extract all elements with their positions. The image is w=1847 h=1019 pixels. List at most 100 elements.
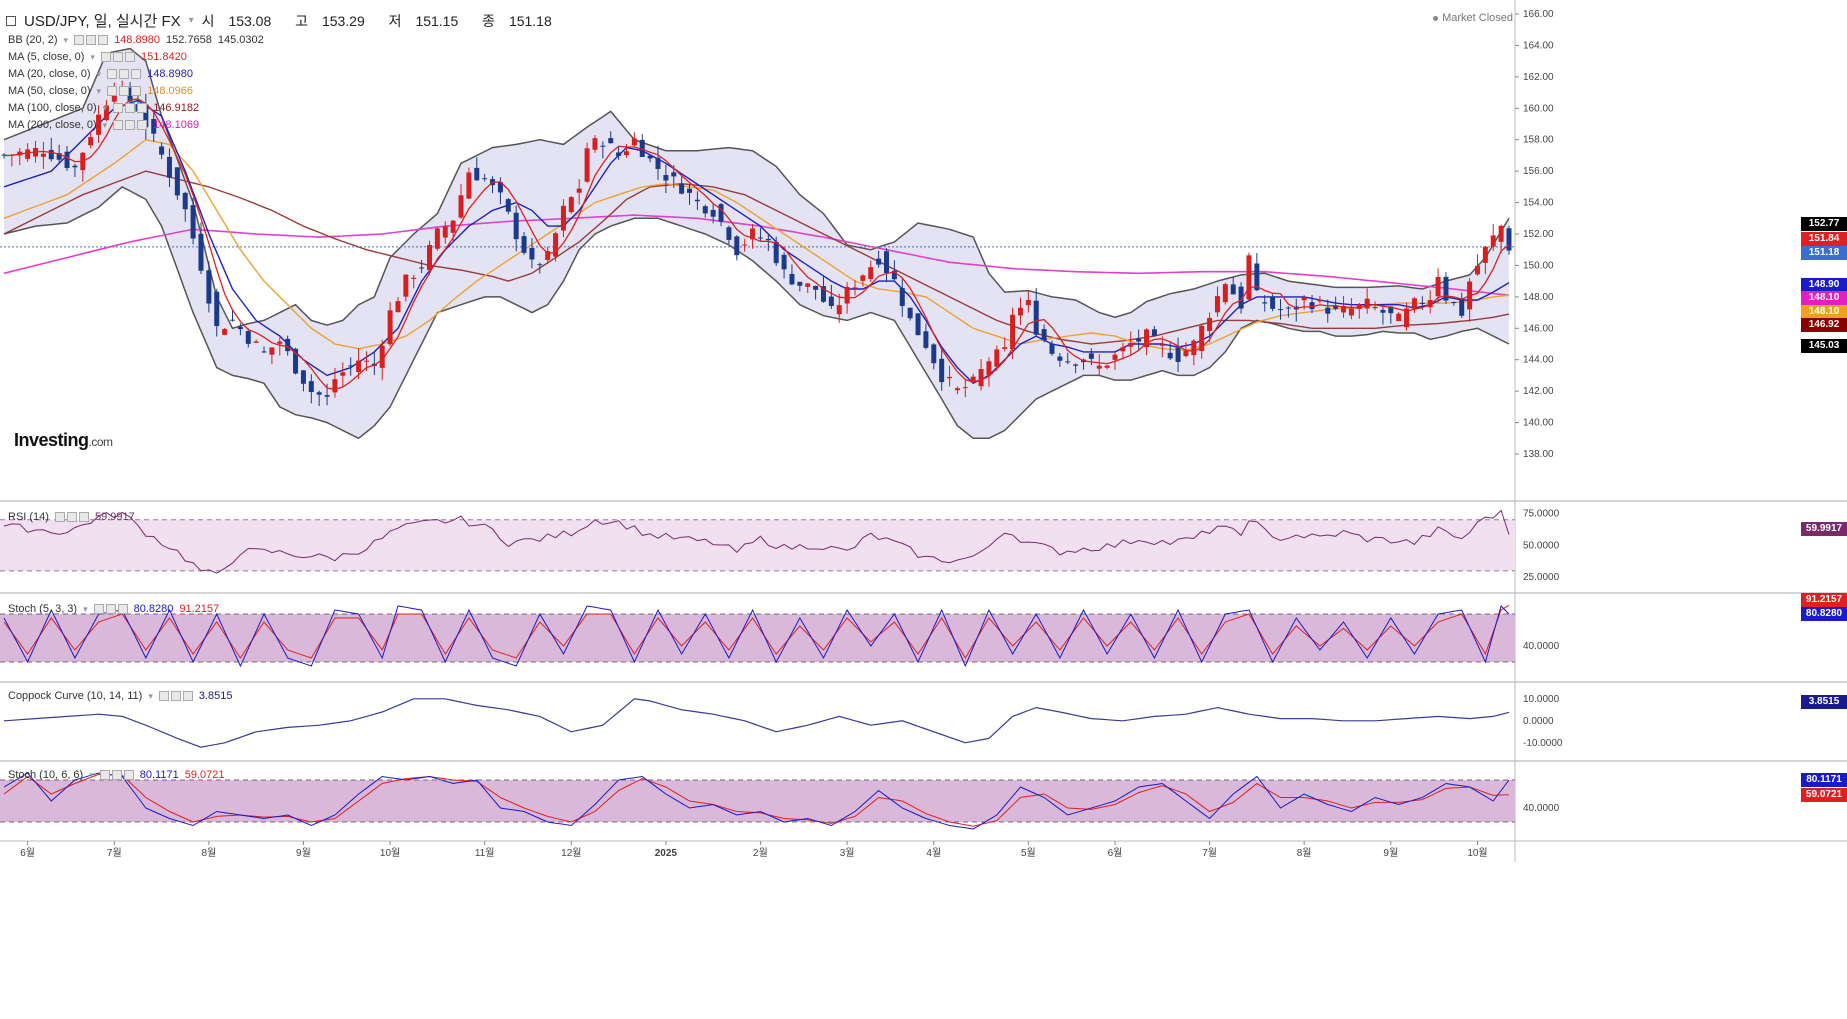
candle-body xyxy=(56,153,62,160)
legend-ma5[interactable]: MA (5, close, 0) ▾ 151.8420 xyxy=(8,51,187,63)
candle-body xyxy=(1404,308,1410,328)
rsi-axis-label: 75.0000 xyxy=(1523,508,1560,519)
time-axis-label: 9월 xyxy=(296,847,311,859)
time-axis-label: 2025 xyxy=(655,848,678,859)
candle-body xyxy=(466,172,472,199)
candle-body xyxy=(1506,228,1512,251)
legend-coppock[interactable]: Coppock Curve (10, 14, 11) ▾ 3.8515 xyxy=(8,690,233,702)
candle-body xyxy=(616,152,622,156)
price-axis-label: 152.00 xyxy=(1523,229,1554,240)
candle-body xyxy=(962,387,968,389)
candle-body xyxy=(576,188,582,193)
stoch2-d-line xyxy=(3,773,1510,827)
price-axis-label: 144.00 xyxy=(1523,355,1554,366)
candle-body xyxy=(1325,307,1331,314)
symbol-label[interactable]: USD/JPY, 일, 실시간 FX xyxy=(24,13,181,30)
candle-body xyxy=(820,286,826,302)
candle-body xyxy=(1482,246,1488,263)
candle-body xyxy=(994,349,1000,367)
candle-body xyxy=(1136,338,1142,342)
candle-body xyxy=(127,87,133,102)
candle-body xyxy=(1443,276,1449,301)
candle-body xyxy=(852,287,858,289)
status-dot-icon xyxy=(1433,15,1439,21)
candle-body xyxy=(813,285,819,290)
legend-ma50[interactable]: MA (50, close, 0) ▾ 148.0966 xyxy=(8,85,193,97)
candle-body xyxy=(750,228,756,240)
candle-body xyxy=(411,277,417,279)
indicator-controls[interactable] xyxy=(74,35,109,45)
legend-rsi[interactable]: RSI (14) 59.9917 xyxy=(8,511,135,523)
price-axis-label: 148.00 xyxy=(1523,292,1554,303)
stoch1-k-line xyxy=(3,605,1510,668)
candle-body xyxy=(592,138,598,150)
candle-body xyxy=(1262,302,1268,304)
candle-body xyxy=(497,182,503,193)
legend-stoch-5-3-3[interactable]: Stoch (5, 3, 3) ▾ 80.8280 91.2157 xyxy=(8,603,220,615)
candle-body xyxy=(568,197,574,213)
candle-body xyxy=(1222,284,1228,303)
rsi-axis-label: 25.0000 xyxy=(1523,572,1560,583)
candle-body xyxy=(718,204,724,222)
candle-body xyxy=(48,149,54,160)
legend-stoch-10-6-6[interactable]: Stoch (10, 6, 6) ▾ 80.1171 59.0721 xyxy=(8,769,225,781)
coppock-axis-label: 0.0000 xyxy=(1523,716,1554,727)
candle-body xyxy=(907,307,913,319)
legend-ma20[interactable]: MA (20, close, 0) ▾ 148.8980 xyxy=(8,68,193,80)
time-axis-label: 10월 xyxy=(1467,847,1487,859)
candle-body xyxy=(553,233,559,257)
candle-body xyxy=(702,206,708,214)
candle-body xyxy=(442,226,448,238)
candle-body xyxy=(1459,298,1465,316)
candle-body xyxy=(1199,325,1205,352)
stoch2-k-line xyxy=(3,772,1510,830)
candle-body xyxy=(1277,309,1283,311)
candle-body xyxy=(687,188,693,193)
candle-body xyxy=(458,195,464,218)
rsi-tag: 59.9917 xyxy=(1801,522,1847,536)
candle-body xyxy=(1309,302,1315,310)
ohlc-low: 저 151.15 xyxy=(388,12,459,29)
candle-body xyxy=(1254,263,1260,291)
candle-body xyxy=(1151,329,1157,336)
candle-body xyxy=(96,114,102,135)
candle-body xyxy=(694,199,700,202)
stoch2-d-tag: 59.0721 xyxy=(1801,788,1847,802)
candle-body xyxy=(1073,364,1079,366)
candle-body xyxy=(214,291,220,327)
candle-body xyxy=(222,329,228,335)
rsi-line xyxy=(3,509,1510,574)
time-axis-label: 4월 xyxy=(926,847,941,859)
candle-body xyxy=(844,286,850,304)
legend-ma100[interactable]: MA (100, close, 0) ▾ 146.9182 xyxy=(8,102,200,114)
candle-body xyxy=(1317,299,1323,302)
candle-body xyxy=(954,388,960,391)
stoch2-k-tag: 80.1171 xyxy=(1801,773,1847,787)
indicator-controls xyxy=(54,512,89,522)
candle-body xyxy=(545,251,551,260)
legend-bb[interactable]: BB (20, 2) ▾ 148.8980 152.7658 145.0302 xyxy=(8,34,264,46)
candle-body xyxy=(387,310,393,345)
candle-body xyxy=(884,251,890,274)
candle-body xyxy=(560,205,566,231)
ohlc-close: 종 151.18 xyxy=(482,12,552,29)
candle-body xyxy=(781,254,787,270)
price-axis-label: 160.00 xyxy=(1523,103,1554,114)
candle-body xyxy=(434,228,440,249)
candle-body xyxy=(1096,365,1102,369)
collapse-icon[interactable] xyxy=(6,15,16,26)
legend-ma200[interactable]: MA (200, close, 0) ▾ 148.1069 xyxy=(8,119,200,131)
candle-body xyxy=(1175,347,1181,362)
candle-body xyxy=(206,270,212,304)
coppock-axis-label: 10.0000 xyxy=(1523,694,1560,705)
indicator-controls xyxy=(158,691,193,701)
candle-body xyxy=(655,157,661,169)
candle-body xyxy=(482,178,488,180)
time-axis-label: 2월 xyxy=(753,847,768,859)
candle-body xyxy=(363,360,369,362)
candle-body xyxy=(1246,255,1252,300)
candle-body xyxy=(631,138,637,146)
chevron-down-icon[interactable]: ▾ xyxy=(188,15,194,26)
candle-body xyxy=(931,344,937,364)
time-axis-label: 7월 xyxy=(1202,847,1217,859)
